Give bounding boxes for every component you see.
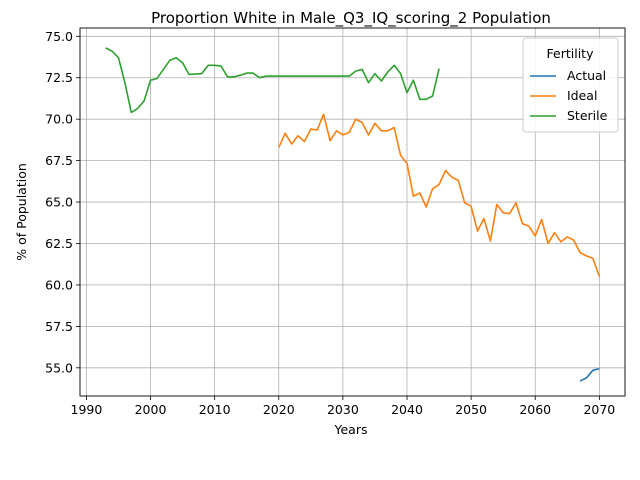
y-tick-label: 67.5 [45,153,73,168]
legend: Fertility Actual Ideal Sterile [522,37,619,133]
series-line-ideal [278,113,601,277]
y-tick-label: 55.0 [45,360,73,375]
x-tick-label: 2060 [519,402,551,417]
x-axis-label: Years [334,422,368,437]
x-tick-label: 1990 [71,402,103,417]
y-axis-label: % of Population [14,163,29,261]
y-tick-label: 60.0 [45,277,73,292]
series-lines [105,47,601,382]
y-tick-label: 65.0 [45,195,73,210]
y-tick-label: 75.0 [45,29,73,44]
legend-title: Fertility [547,46,595,61]
x-tick-label: 2040 [391,402,423,417]
plot-area-frame [79,27,626,397]
x-tick-label: 2000 [135,402,167,417]
x-tick-label: 2030 [327,402,359,417]
x-tick-label: 2050 [455,402,487,417]
y-tick-label: 72.5 [45,70,73,85]
y-axis-ticks: 55.0 57.5 60.0 62.5 65.0 67.5 70.0 72.5 75.0 [45,29,80,375]
x-axis-ticks: 1990 2000 2010 2020 2030 2040 2050 2060 2070 [71,396,615,417]
legend-box [522,37,619,133]
y-tick-label: 62.5 [45,236,73,251]
y-tick-label: 57.5 [45,319,73,334]
legend-entries: Actual Ideal Sterile [530,68,608,123]
series-line-actual [579,367,600,382]
legend-label-sterile: Sterile [567,108,608,123]
x-tick-label: 2010 [199,402,231,417]
legend-label-actual: Actual [567,68,606,83]
y-tick-label: 70.0 [45,112,73,127]
chart-title: Proportion White in Male_Q3_IQ_scoring_2… [151,9,551,28]
series-line-sterile [105,47,440,114]
x-tick-label: 2070 [583,402,615,417]
x-tick-label: 2020 [263,402,295,417]
legend-label-ideal: Ideal [567,88,597,103]
